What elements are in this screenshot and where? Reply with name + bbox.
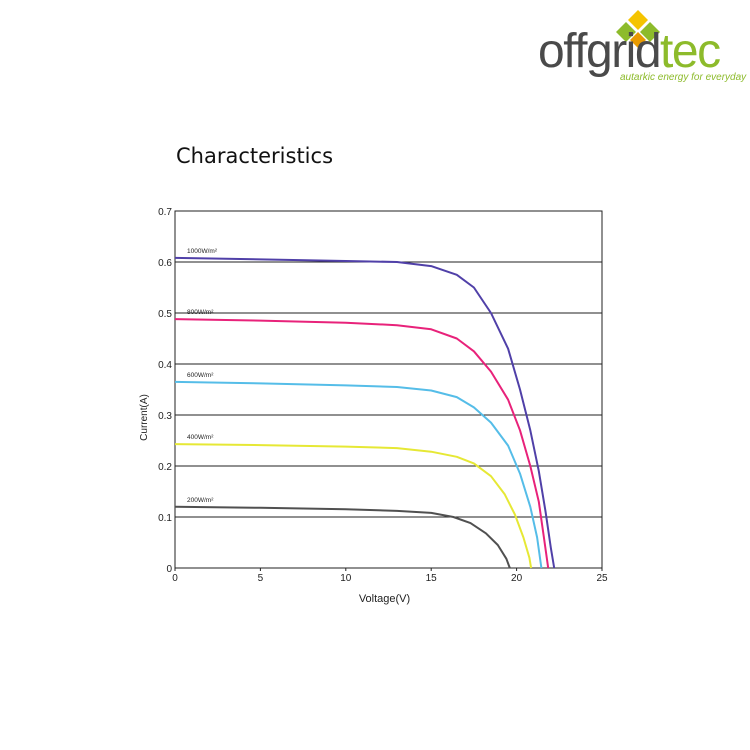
y-axis-label: Current(A) bbox=[139, 394, 150, 441]
logo-tagline: autarkic energy for everyday bbox=[620, 72, 747, 83]
plot-frame bbox=[174, 210, 603, 569]
y-tick-label-0: 0 bbox=[166, 564, 172, 575]
x-tick-label-0: 0 bbox=[172, 573, 178, 584]
series-line-4 bbox=[174, 505, 511, 569]
series-line-2 bbox=[174, 380, 543, 569]
y-tick-label-0.7: 0.7 bbox=[158, 207, 172, 218]
series-label-0: 1000W/m² bbox=[187, 248, 218, 255]
y-tick-label-0.3: 0.3 bbox=[158, 411, 172, 422]
x-tick-label-10: 10 bbox=[340, 573, 352, 584]
x-tick-label-5: 5 bbox=[258, 573, 264, 584]
logo-wordmark: offgridtec bbox=[538, 25, 721, 78]
y-tick-label-0.5: 0.5 bbox=[158, 309, 172, 320]
x-tick-label-15: 15 bbox=[426, 573, 438, 584]
series-label-1: 800W/m² bbox=[187, 309, 214, 316]
x-tick-label-20: 20 bbox=[511, 573, 523, 584]
y-tick-label-0.1: 0.1 bbox=[158, 513, 172, 524]
series-label-3: 400W/m² bbox=[187, 434, 214, 441]
logo-word-tec: tec bbox=[660, 25, 721, 78]
x-axis-label: Voltage(V) bbox=[359, 593, 410, 605]
series-label-2: 600W/m² bbox=[187, 372, 214, 379]
series-line-1 bbox=[174, 318, 550, 569]
logo-diamond-icon bbox=[616, 10, 660, 48]
x-tick-label-25: 25 bbox=[596, 573, 608, 584]
series-line-0 bbox=[174, 256, 556, 569]
series-label-4: 200W/m² bbox=[187, 497, 214, 504]
series-line-3 bbox=[174, 443, 533, 569]
y-tick-label-0.6: 0.6 bbox=[158, 258, 172, 269]
y-tick-label-0.4: 0.4 bbox=[158, 360, 172, 371]
brand-logo: offgridtec autarkic energy for everyday bbox=[538, 8, 746, 90]
logo-word-offgrid: offgrid bbox=[538, 25, 662, 78]
section-title: Characteristics bbox=[176, 144, 334, 168]
y-tick-label-0.2: 0.2 bbox=[158, 462, 172, 473]
